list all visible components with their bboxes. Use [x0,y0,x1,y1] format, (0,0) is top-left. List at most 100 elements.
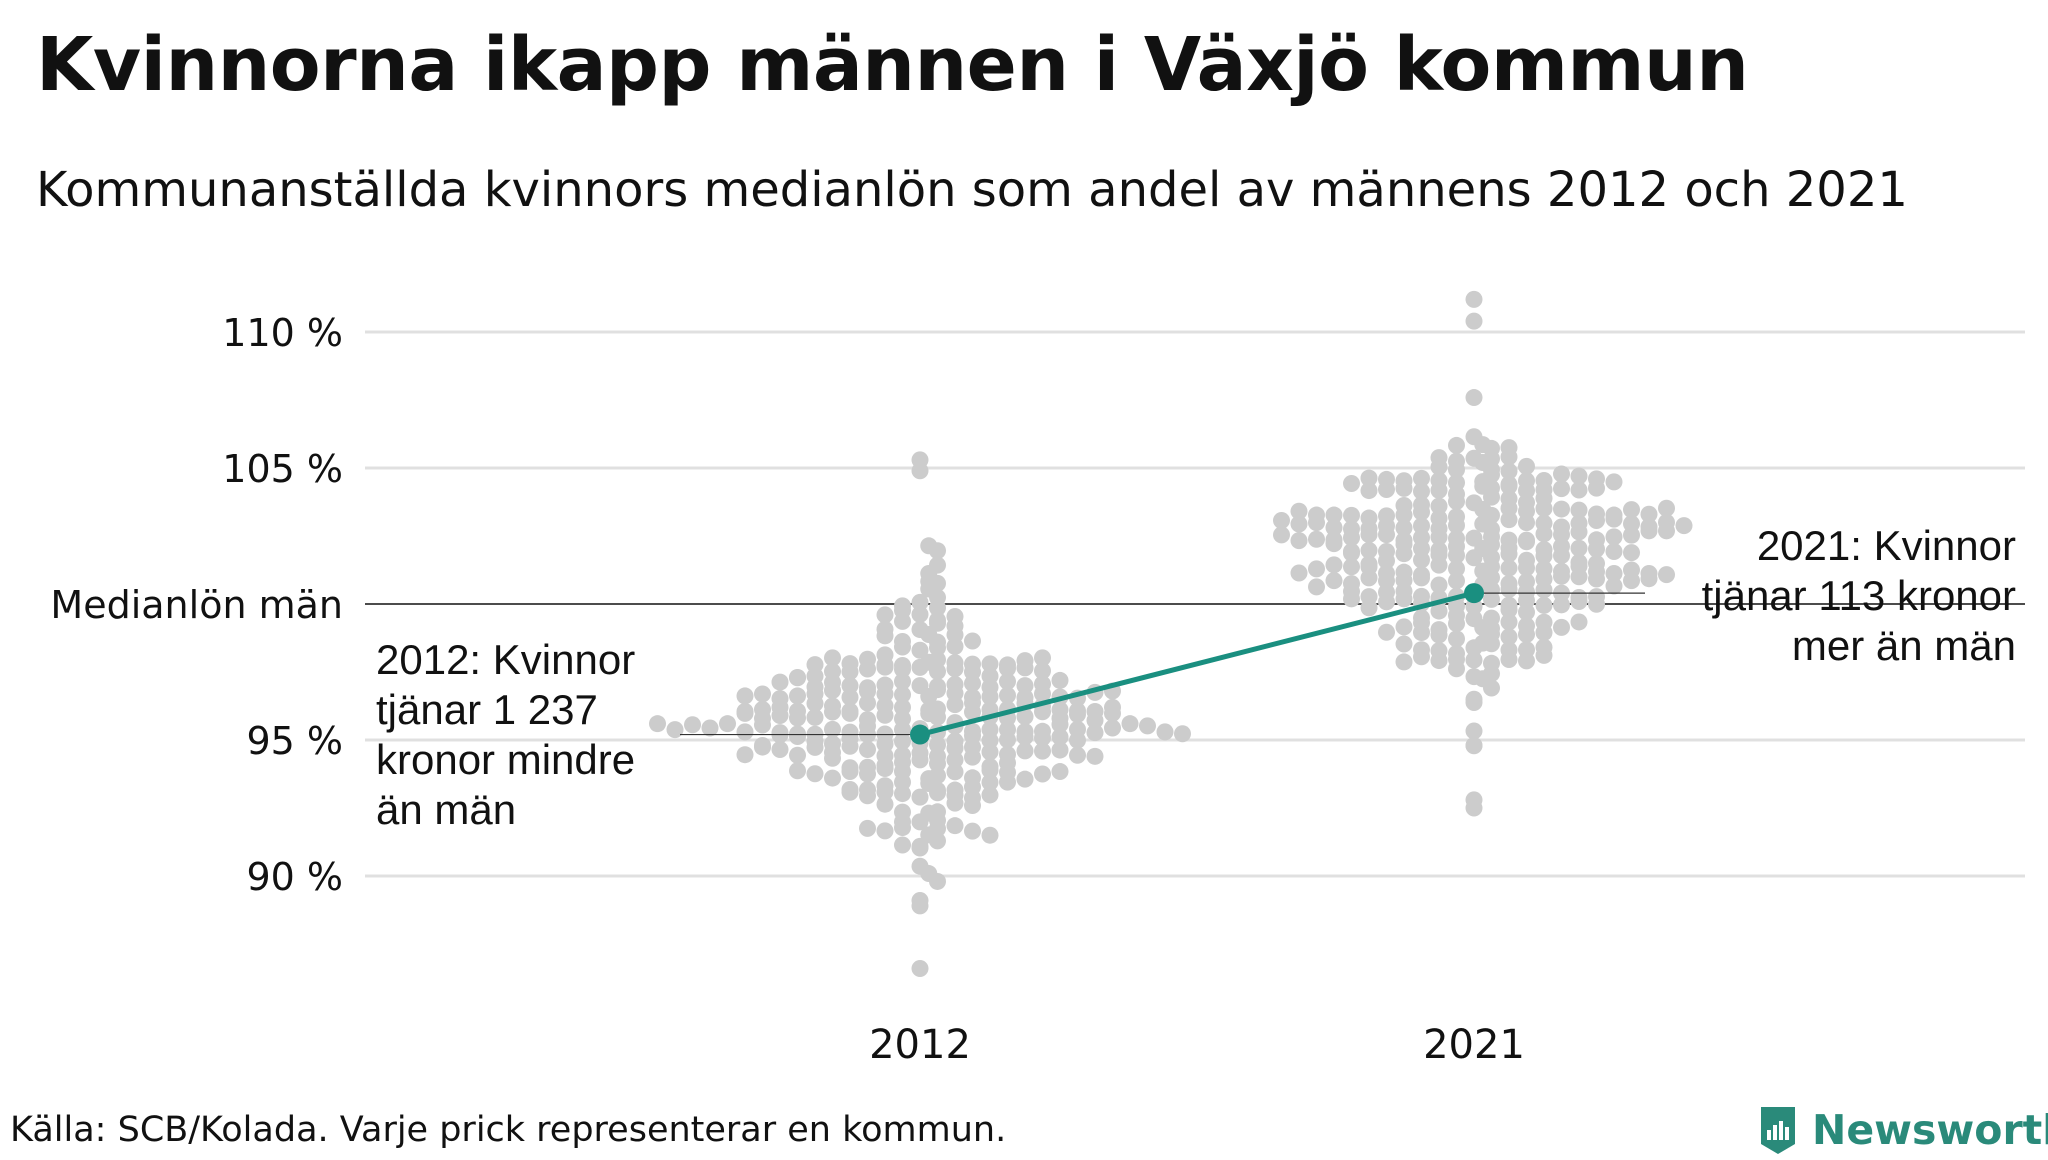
municipality-dot [666,721,684,739]
municipality-dot [1623,544,1640,562]
municipality-dot [1413,496,1430,514]
municipality-dot [1156,723,1174,741]
municipality-dot [859,781,876,799]
municipality-dot [1500,531,1518,549]
municipality-dot [1016,708,1034,726]
municipality-dot [1413,587,1430,605]
municipality-dot [1483,654,1500,672]
municipality-dot [1500,596,1518,614]
municipality-dot [876,747,894,765]
municipality-dot [1518,551,1535,569]
municipality-dot [876,646,894,664]
municipality-dot [1395,563,1413,581]
municipality-dot [1623,501,1640,519]
municipality-dot [1465,722,1483,740]
municipality-dot [1535,472,1553,490]
municipality-dot [1623,561,1640,579]
municipality-dot [929,781,946,799]
municipality-dot [1500,490,1518,508]
municipality-dot [841,677,859,695]
municipality-dot [911,605,929,623]
municipality-dot [1553,465,1570,483]
municipality-dot [911,857,929,875]
municipality-dot [999,721,1016,739]
source-note: Källa: SCB/Kolada. Varje prick represent… [10,1110,1007,1150]
municipality-dot [1174,725,1191,743]
municipality-dot [771,741,789,759]
municipality-dot [1605,528,1623,546]
municipality-dot [964,655,981,673]
brand[interactable]: Newsworthy [1758,1100,2048,1160]
municipality-dot [1430,497,1448,515]
x-axis-labels: 2012 2021 [869,1022,1525,1068]
municipality-dot [946,751,964,769]
dot-swarm [649,290,1693,977]
municipality-dot [1308,560,1325,578]
municipality-dot [946,817,964,835]
municipality-dot [859,819,876,837]
municipality-dot [1518,494,1535,512]
municipality-dot [1360,541,1378,559]
municipality-dot [1430,576,1448,594]
municipality-dot [1104,719,1121,737]
municipality-dot [1051,671,1069,689]
municipality-dot [964,688,981,706]
y-tick-label: 105 % [222,447,343,491]
municipality-dot [1483,520,1500,538]
municipality-dot [841,702,859,720]
municipality-dot [911,451,929,469]
municipality-dot [1605,577,1623,595]
municipality-dot [1465,668,1483,686]
municipality-dot [876,697,894,715]
chart-subtitle: Kommunanställda kvinnors medianlön som a… [36,162,1908,218]
municipality-dot [911,677,929,695]
municipality-dot [1500,613,1518,631]
municipality-dot [1570,514,1588,532]
municipality-dot [981,655,999,673]
municipality-dot [894,803,911,821]
municipality-dot [1343,543,1360,561]
municipality-dot [1273,526,1290,544]
municipality-dot [1553,518,1570,536]
municipality-dot [929,542,946,560]
municipality-dot [964,769,981,787]
municipality-dot [911,641,929,659]
highlight-point [1464,583,1484,604]
municipality-dot [1016,677,1034,695]
municipality-dot [1413,566,1430,584]
municipality-dot [876,606,894,624]
municipality-dot [1605,543,1623,561]
municipality-dot [1570,467,1588,485]
municipality-dot [1378,623,1395,641]
municipality-dot [1465,449,1483,467]
municipality-dot [1518,603,1535,621]
municipality-dot [1290,502,1308,520]
municipality-dot [929,651,946,669]
municipality-dot [1343,558,1360,576]
municipality-dot [719,715,736,733]
municipality-dot [1290,515,1308,533]
municipality-dot [824,662,841,680]
municipality-dot [684,716,701,734]
municipality-dot [1308,506,1325,524]
municipality-dot [1448,508,1465,526]
municipality-dot [1069,720,1086,738]
municipality-dot [929,700,946,718]
municipality-dot [1325,572,1343,590]
municipality-dot [1016,723,1034,741]
municipality-dot [1570,501,1588,519]
municipality-dot [911,891,929,909]
municipality-dot [1395,519,1413,537]
municipality-dot [1500,439,1518,457]
municipality-dot [946,608,964,626]
annotation-line: mer än män [1792,622,2016,669]
municipality-dot [876,620,894,638]
municipality-dot [754,685,771,703]
municipality-dot [1448,560,1465,578]
newsworthy-logo-icon [1761,1107,1795,1154]
municipality-dot [1640,518,1658,536]
municipality-dot [1448,452,1465,470]
municipality-dot [1465,597,1483,615]
municipality-dot [1640,565,1658,583]
municipality-dot [824,735,841,753]
